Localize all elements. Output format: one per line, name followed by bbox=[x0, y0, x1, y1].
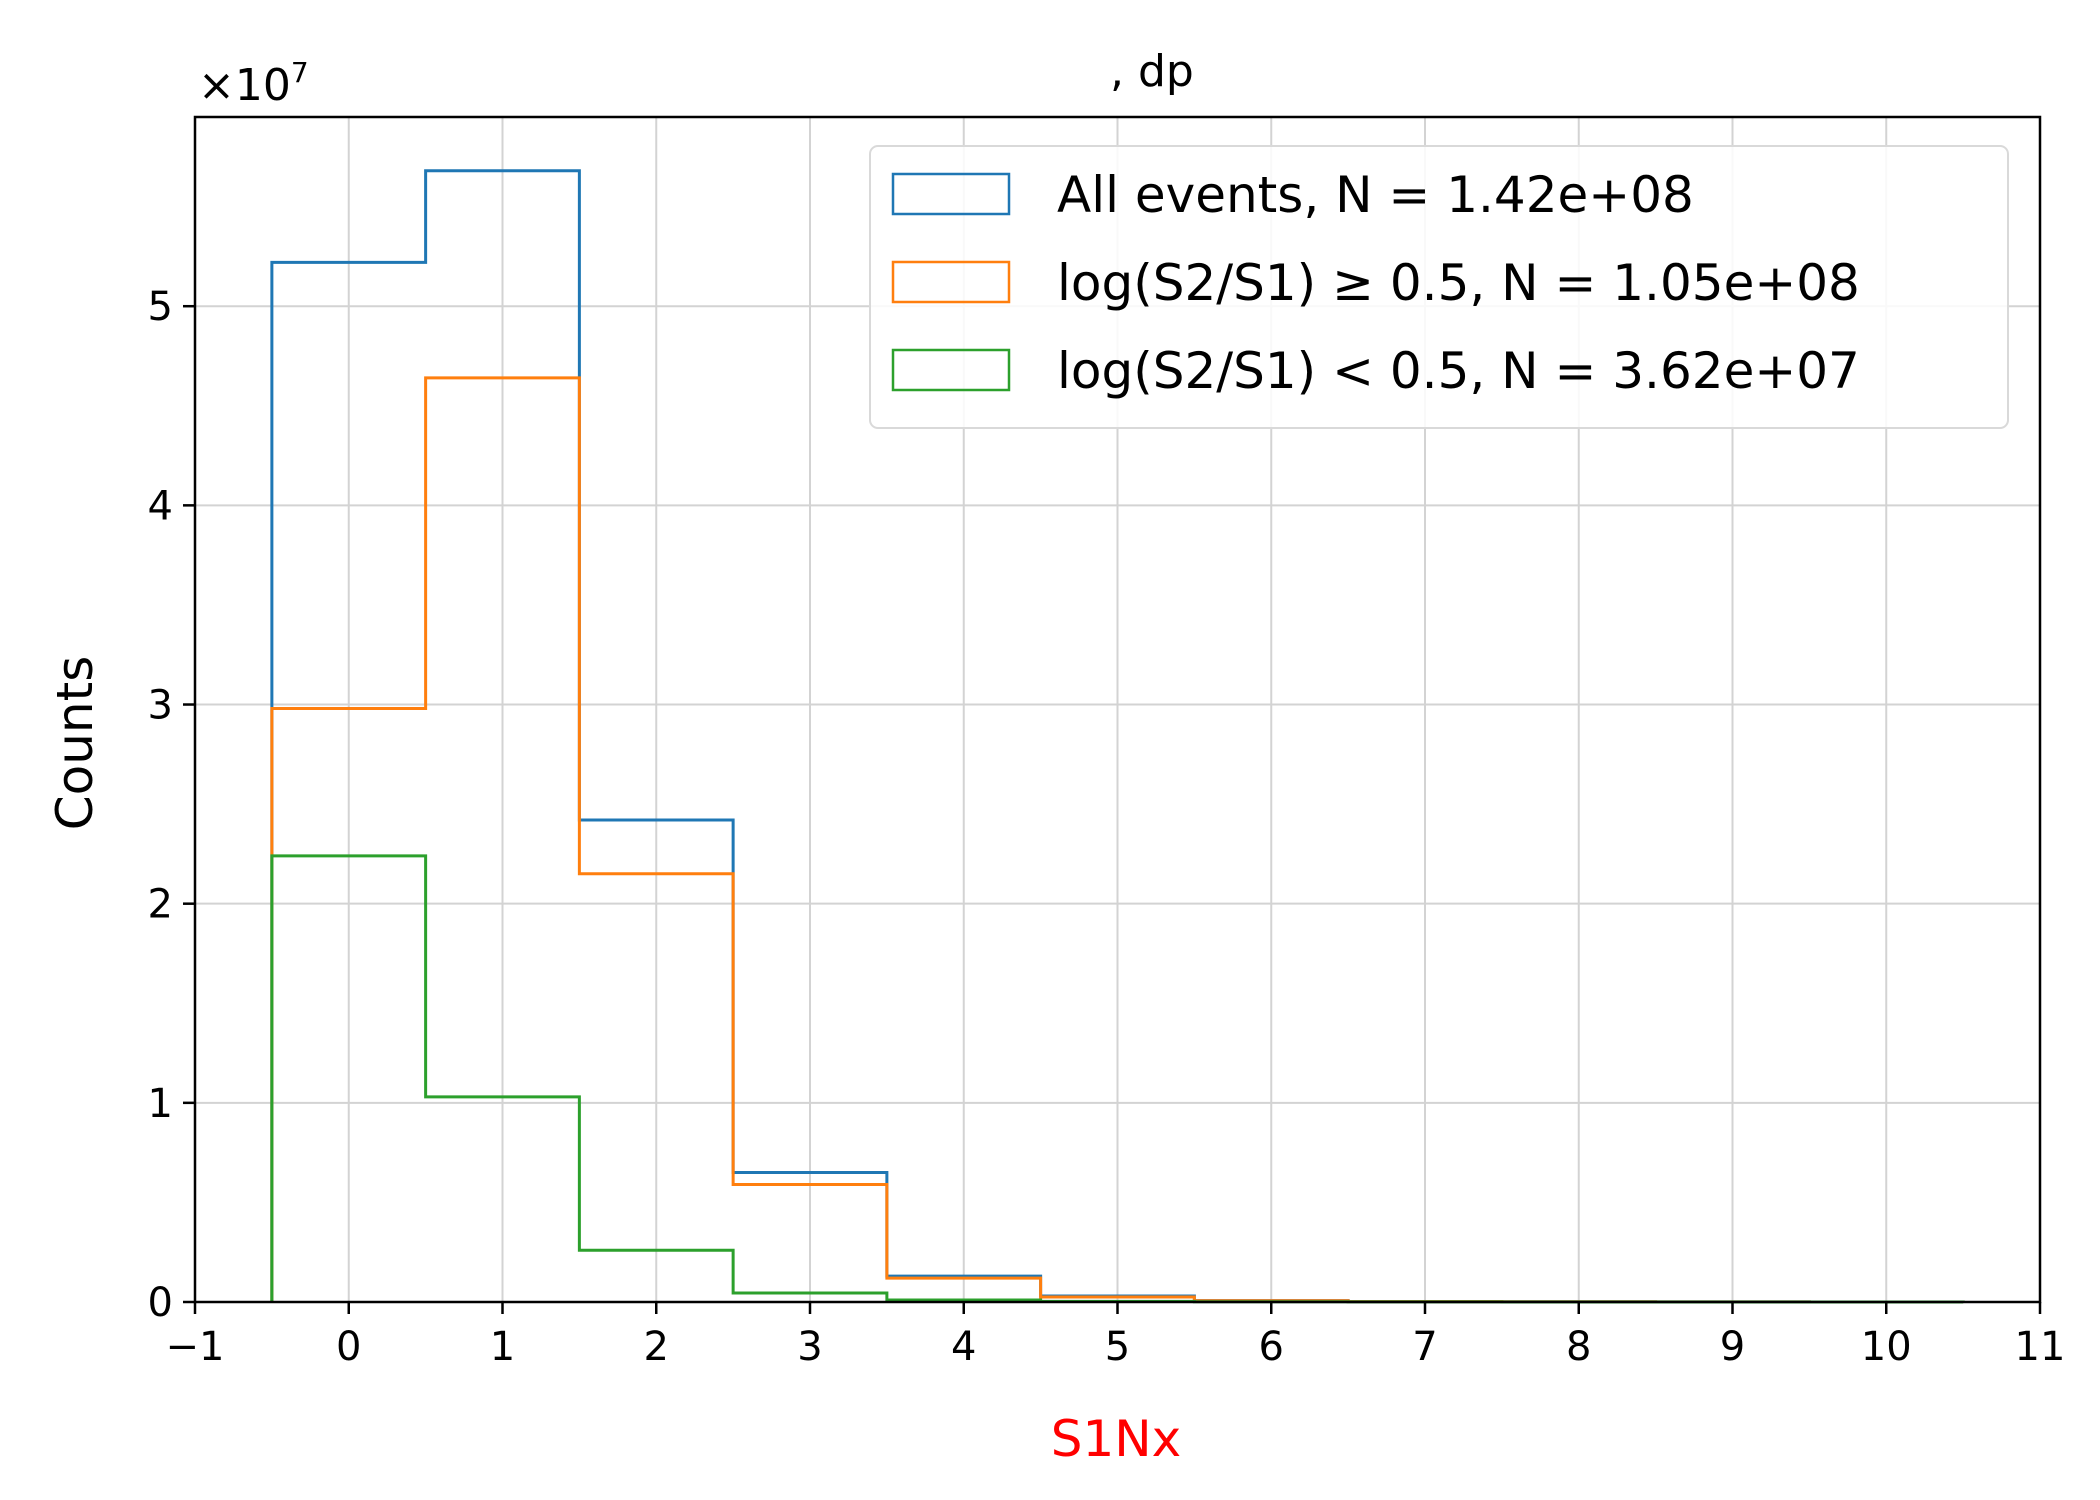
x-tick-label: −1 bbox=[166, 1324, 225, 1370]
x-tick-label: 8 bbox=[1566, 1324, 1591, 1370]
legend-swatch-high-ratio bbox=[891, 260, 1011, 304]
y-axis-label: Counts bbox=[46, 656, 104, 831]
legend-swatch-low-ratio bbox=[891, 348, 1011, 392]
y-tick-label: 3 bbox=[148, 683, 173, 729]
y-tick-label: 2 bbox=[148, 882, 173, 928]
legend-label-low-ratio: log(S2/S1) < 0.5, N = 3.62e+07 bbox=[1057, 342, 1860, 400]
y-tick-label: 4 bbox=[148, 483, 173, 529]
x-tick-label: 9 bbox=[1720, 1324, 1745, 1370]
x-tick-label: 2 bbox=[644, 1324, 669, 1370]
x-axis-ticks: −1 0 1 2 3 4 5 6 7 8 9 10 11 bbox=[166, 1302, 2066, 1370]
x-tick-label: 10 bbox=[1861, 1324, 1912, 1370]
y-offset-label: ×107 bbox=[198, 56, 309, 111]
y-axis-ticks: 0 1 2 3 4 5 bbox=[148, 284, 195, 1326]
legend: All events, N = 1.42e+08 log(S2/S1) ≥ 0.… bbox=[869, 145, 2009, 429]
legend-label-all-events: All events, N = 1.42e+08 bbox=[1057, 166, 1694, 224]
x-tick-label: 5 bbox=[1105, 1324, 1130, 1370]
x-tick-label: 4 bbox=[951, 1324, 976, 1370]
legend-label-high-ratio: log(S2/S1) ≥ 0.5, N = 1.05e+08 bbox=[1057, 254, 1860, 312]
x-tick-label: 11 bbox=[2015, 1324, 2066, 1370]
x-tick-label: 0 bbox=[336, 1324, 361, 1370]
legend-swatch-all-events bbox=[891, 172, 1011, 216]
legend-frame bbox=[869, 145, 2009, 429]
x-tick-label: 3 bbox=[797, 1324, 822, 1370]
chart-title: , dp bbox=[1110, 46, 1194, 97]
x-axis-label: S1Nx bbox=[1051, 1410, 1182, 1468]
y-tick-label: 1 bbox=[148, 1081, 173, 1127]
y-offset-exponent: 7 bbox=[291, 56, 309, 89]
x-tick-label: 7 bbox=[1412, 1324, 1437, 1370]
y-tick-label: 5 bbox=[148, 284, 173, 330]
x-tick-label: 6 bbox=[1259, 1324, 1284, 1370]
x-tick-label: 1 bbox=[490, 1324, 515, 1370]
y-tick-label: 0 bbox=[148, 1280, 173, 1326]
